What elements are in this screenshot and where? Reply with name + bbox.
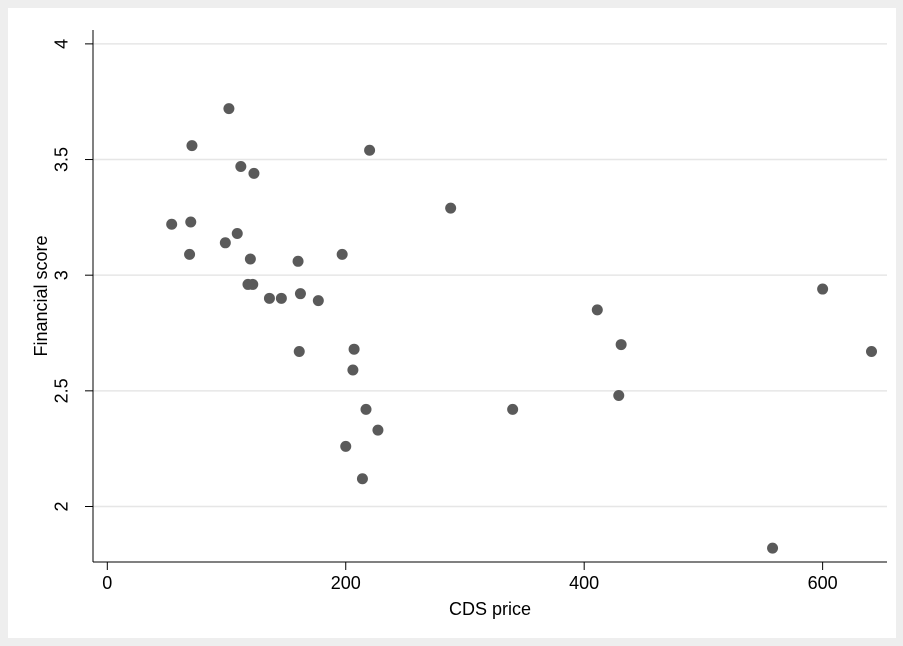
y-axis-title: Financial score — [31, 235, 51, 356]
point — [312, 295, 324, 307]
point — [223, 103, 235, 115]
point — [231, 228, 243, 240]
x-tick-label: 400 — [569, 573, 599, 593]
point — [248, 167, 260, 179]
y-tick-label: 2.5 — [52, 378, 72, 403]
point — [360, 403, 372, 415]
point — [348, 343, 360, 355]
y-tick-label: 4 — [52, 39, 72, 49]
point — [347, 364, 359, 376]
plot-region — [8, 8, 896, 638]
x-axis-title: CDS price — [449, 599, 531, 619]
point — [817, 283, 829, 295]
x-tick-label: 600 — [808, 573, 838, 593]
point — [591, 304, 603, 316]
point — [247, 278, 259, 290]
point — [185, 216, 197, 228]
y-tick-label: 2 — [52, 501, 72, 511]
point — [184, 248, 196, 260]
x-tick-label: 200 — [331, 573, 361, 593]
point — [263, 292, 275, 304]
point — [186, 140, 198, 152]
y-tick-label: 3.5 — [52, 147, 72, 172]
point — [613, 389, 625, 401]
point — [292, 255, 304, 267]
point — [219, 237, 231, 249]
point — [166, 218, 178, 230]
point — [767, 542, 779, 554]
point — [372, 424, 384, 436]
point — [615, 339, 627, 351]
point — [866, 346, 878, 358]
point — [293, 346, 305, 358]
x-tick-label: 0 — [102, 573, 112, 593]
point — [244, 253, 256, 265]
point — [507, 403, 519, 415]
y-tick-label: 3 — [52, 270, 72, 280]
point — [235, 160, 247, 172]
point — [275, 292, 287, 304]
point — [294, 288, 306, 300]
point — [340, 440, 352, 452]
point — [364, 144, 376, 156]
point — [336, 248, 348, 260]
point — [356, 473, 368, 485]
point — [445, 202, 457, 214]
